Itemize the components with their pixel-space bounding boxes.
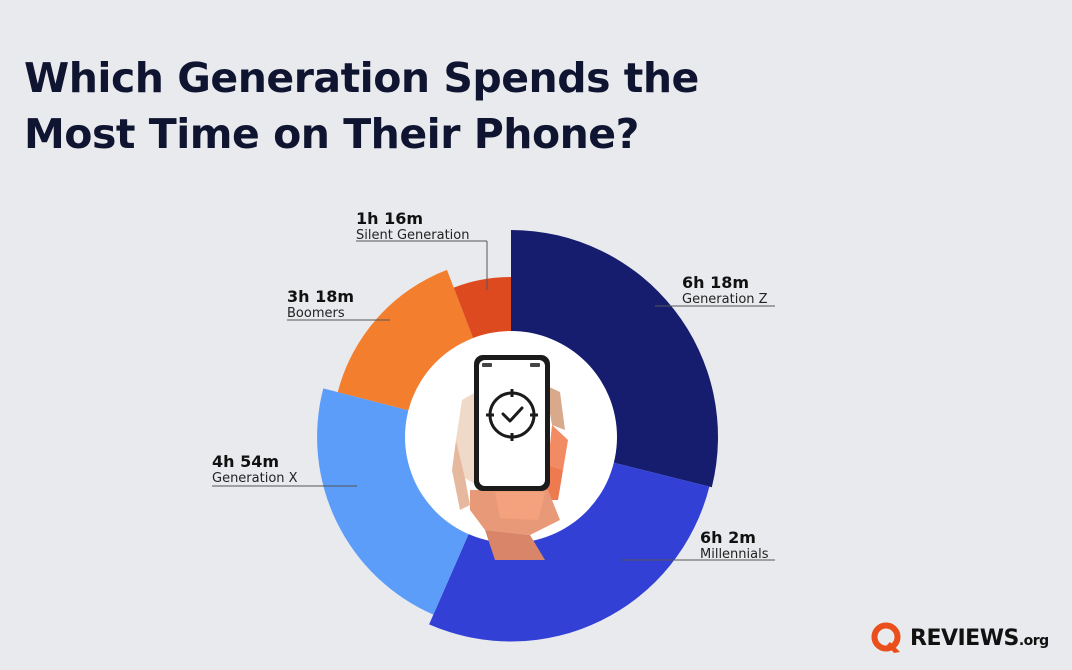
value-label-silent-generation: 1h 16m: [356, 209, 423, 228]
name-label-millennials: Millennials: [700, 547, 769, 562]
logo-text: REVIEWS.org: [910, 626, 1049, 651]
slice-boomers: [337, 269, 479, 415]
slice-generation-z: [511, 230, 718, 488]
reviews-org-logo: REVIEWS.org: [870, 618, 1049, 658]
slice-generation-x: [317, 388, 475, 615]
chart-slices: [317, 230, 718, 642]
logo-suffix-text: .org: [1018, 632, 1049, 649]
name-label-generation-z: Generation Z: [682, 292, 768, 307]
name-label-generation-x: Generation X: [212, 471, 298, 486]
value-label-boomers: 3h 18m: [287, 287, 354, 306]
value-label-generation-z: 6h 18m: [682, 273, 749, 292]
name-label-silent-generation: Silent Generation: [356, 228, 469, 243]
reviews-logo-icon: [871, 622, 901, 653]
hand-phone-illustration: [452, 355, 568, 560]
logo-main-text: REVIEWS: [910, 625, 1019, 651]
value-label-generation-x: 4h 54m: [212, 452, 279, 471]
name-label-boomers: Boomers: [287, 306, 345, 321]
page-title: Which Generation Spends the Most Time on…: [24, 54, 699, 158]
slice-millennials: [429, 458, 710, 642]
value-label-millennials: 6h 2m: [700, 528, 756, 547]
